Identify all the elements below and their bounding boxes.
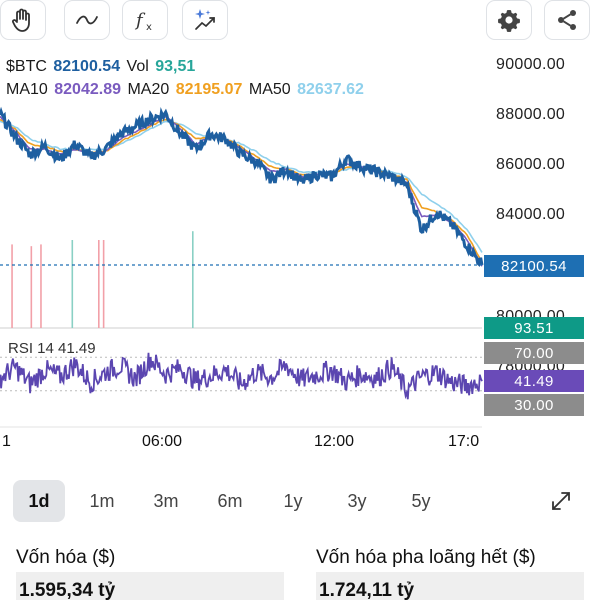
time-tick: 12:00: [314, 433, 355, 450]
legend-symbol: $BTC: [6, 58, 47, 75]
hand-tool-button[interactable]: [0, 0, 46, 40]
legend-ma10-value: 82042.89: [54, 81, 121, 98]
range-5y[interactable]: 5y: [411, 490, 431, 511]
price-tick: 84000.00: [496, 206, 566, 223]
wave-line-icon: [76, 15, 98, 25]
indicator-button[interactable]: f x: [122, 0, 168, 40]
gear-icon: [498, 10, 520, 32]
fdv-label: Vốn hóa pha loãng hết ($): [316, 547, 536, 568]
price-tick: 88000.00: [496, 106, 566, 123]
fullscreen-button[interactable]: [546, 486, 576, 516]
range-6m[interactable]: 6m: [217, 490, 243, 511]
time-tick: 17:0: [448, 433, 480, 450]
price-line: [0, 106, 484, 267]
range-3y[interactable]: 3y: [347, 490, 367, 511]
chart-toolbar: f x: [0, 0, 600, 44]
legend-ma10-label: MA10: [6, 81, 48, 98]
legend-price: 82100.54: [53, 58, 121, 75]
rsi-lower-badge: 30.00: [484, 394, 584, 416]
range-1m[interactable]: 1m: [89, 490, 115, 511]
time-tick: 06:00: [142, 433, 183, 450]
range-3m[interactable]: 3m: [153, 490, 179, 511]
sparkle-chart-icon: [195, 9, 215, 30]
settings-button[interactable]: [486, 0, 532, 40]
legend-ma50-value: 82637.62: [297, 81, 364, 98]
legend-vol-label: Vol: [126, 58, 149, 75]
price-tick: 86000.00: [496, 156, 566, 173]
line-tool-button[interactable]: [64, 0, 110, 40]
legend-ma50-label: MA50: [248, 81, 291, 98]
legend-row-1: $BTC 82100.54 Vol 93,51: [6, 58, 197, 76]
function-icon: f x: [134, 10, 152, 33]
legend-ma20-label: MA20: [127, 81, 170, 98]
price-chart[interactable]: $BTC 82100.54 Vol 93,51 MA10 82042.89 MA…: [0, 44, 600, 474]
rsi-label: RSI 14 41.49: [8, 340, 96, 357]
fdv-value: 1.724,11 tỷ: [316, 572, 584, 600]
hand-icon: [12, 8, 30, 32]
volume-badge: 93.51: [484, 317, 584, 339]
expand-icon: [552, 492, 570, 510]
share-button[interactable]: [544, 0, 590, 40]
range-selector: 1d 1m 3m 6m 1y 3y 5y: [0, 480, 600, 524]
svg-text:f: f: [134, 10, 146, 31]
time-tick: 1: [2, 433, 11, 450]
market-cap-label: Vốn hóa ($): [16, 547, 116, 568]
legend-vol-value: 93,51: [155, 58, 196, 75]
rsi-upper-badge: 70.00: [484, 342, 584, 364]
rsi-value-badge: 41.49: [484, 370, 584, 392]
current-price-badge: 82100.54: [484, 255, 584, 277]
legend-ma20-value: 82195.07: [175, 81, 243, 98]
svg-text:x: x: [146, 22, 152, 33]
range-1y[interactable]: 1y: [283, 490, 303, 511]
price-tick: 90000.00: [496, 56, 566, 73]
legend-row-2: MA10 82042.89 MA20 82195.07 MA50 82637.6…: [6, 81, 366, 99]
chart-canvas[interactable]: [0, 44, 600, 474]
market-cap-value: 1.595,34 tỷ: [16, 572, 284, 600]
ai-chart-button[interactable]: [182, 0, 228, 40]
range-1d[interactable]: 1d: [13, 480, 65, 522]
rsi-line: [0, 352, 483, 400]
share-icon: [558, 10, 576, 30]
